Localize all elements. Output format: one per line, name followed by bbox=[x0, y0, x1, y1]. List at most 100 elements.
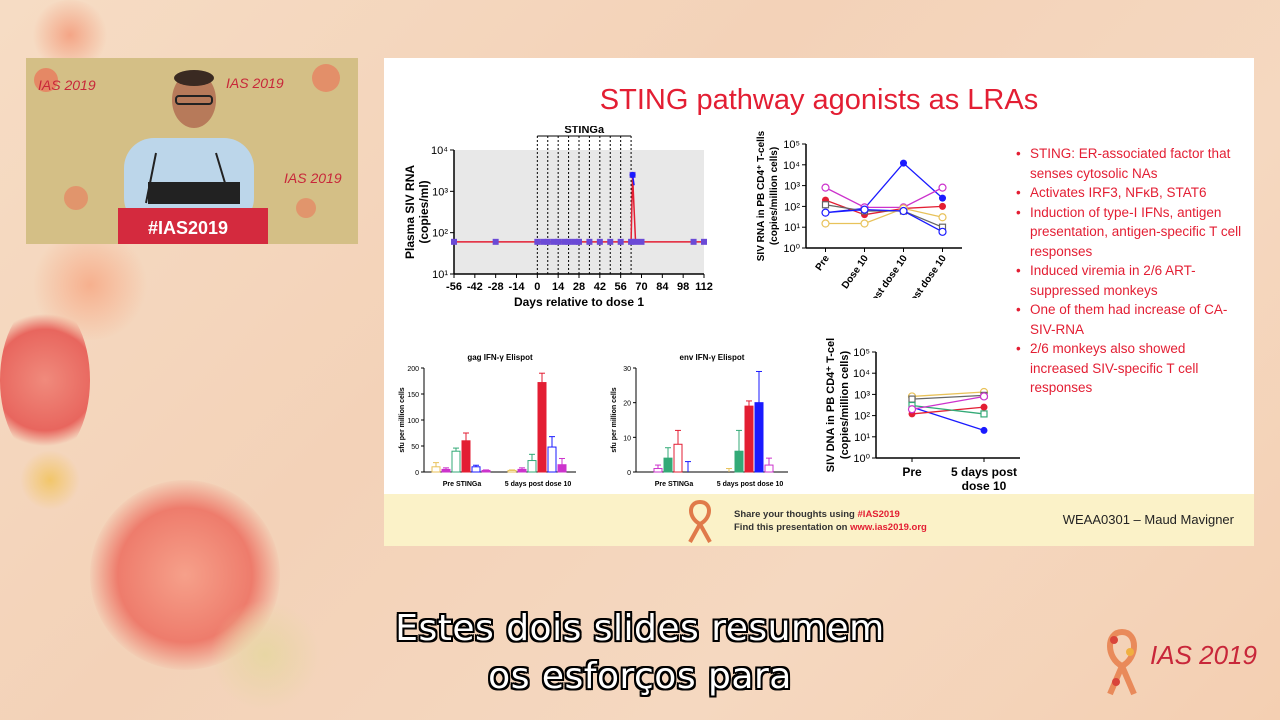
flower-decoration bbox=[30, 230, 150, 340]
y-tick-label: 10³ bbox=[784, 181, 800, 193]
data-point bbox=[596, 238, 603, 245]
slide-footer: Share your thoughts using #IAS2019 Find … bbox=[384, 494, 1254, 546]
hashtag-link[interactable]: #IAS2019 bbox=[857, 509, 900, 520]
y-tick-label: 10⁴ bbox=[431, 145, 448, 157]
data-point bbox=[534, 238, 541, 245]
x-tick-label: 70 bbox=[635, 281, 647, 293]
x-tick-label: dose 10 bbox=[962, 479, 1007, 492]
data-point bbox=[607, 238, 614, 245]
series-line bbox=[911, 395, 985, 410]
chart-title: gag IFN-γ Elispot bbox=[467, 353, 533, 362]
bullet-item: Activates IRF3, NFκB, STAT6 bbox=[1014, 183, 1244, 203]
share-text: Share your thoughts using #IAS2019 Find … bbox=[734, 509, 927, 533]
y-axis-label: sfu per million cells bbox=[611, 387, 618, 452]
leaf-decoration bbox=[210, 600, 320, 710]
ias-ribbon-icon bbox=[688, 499, 712, 543]
y-axis-unit: (copies/ml) bbox=[417, 180, 431, 243]
speaker-video[interactable]: IAS 2019 IAS 2019 IAS 2019 #IAS2019 bbox=[26, 58, 358, 244]
x-tick-label: Pre bbox=[814, 253, 833, 273]
backdrop-logo: IAS 2019 bbox=[226, 75, 284, 91]
x-tick-label: 5 days post dose 10 bbox=[717, 481, 784, 488]
plasma-siv-rna-chart: 10¹ 10² 10³ 10⁴ -56 -42 -28 -14 0 14 28 42 56 70 84 98 1… bbox=[403, 126, 713, 309]
data-point bbox=[939, 194, 946, 202]
y-tick-label: 0 bbox=[627, 470, 631, 477]
x-tick-label: 5 days post dose 10 bbox=[505, 481, 572, 488]
corner-logo-text: IAS 2019 bbox=[1150, 640, 1257, 670]
x-tick-label: 84 bbox=[656, 281, 669, 293]
bullet-item: Induced viremia in 2/6 ART-suppressed mo… bbox=[1014, 261, 1244, 300]
y-tick-label: 100 bbox=[407, 418, 419, 425]
data-point bbox=[821, 219, 830, 228]
y-tick-label: 10³ bbox=[432, 186, 448, 198]
bullet-list: STING: ER-associated factor that senses … bbox=[1014, 144, 1244, 398]
flower-decoration bbox=[20, 450, 80, 510]
y-tick-label: 200 bbox=[407, 366, 419, 373]
backdrop-logo: IAS 2019 bbox=[38, 77, 96, 93]
bar bbox=[764, 464, 774, 473]
subtitle-line-1: Estes dois slides resumem bbox=[395, 608, 885, 649]
bar bbox=[547, 446, 557, 473]
y-axis-label: SIV RNA in PB CD4⁺ T-cells bbox=[756, 130, 767, 261]
data-point bbox=[544, 238, 551, 245]
env-elispot-chart: env IFN-γ Elispot 0 10 20 30 sfu per million … bbox=[611, 353, 788, 488]
gag-elispot-chart: gag IFN-γ Elispot 0 50 100 150 200 sfu per mil… bbox=[399, 353, 576, 488]
bar bbox=[557, 464, 567, 473]
x-axis-label: Days relative to dose 1 bbox=[514, 295, 644, 309]
x-tick-label: Pre STINGa bbox=[443, 481, 482, 488]
data-point bbox=[938, 227, 947, 236]
series-line bbox=[825, 208, 943, 233]
data-point bbox=[576, 238, 582, 245]
data-point bbox=[821, 208, 830, 217]
bar bbox=[527, 460, 537, 473]
backdrop-logo: IAS 2019 bbox=[284, 170, 342, 186]
data-point bbox=[907, 405, 917, 414]
series-line bbox=[911, 406, 985, 432]
bar bbox=[663, 457, 673, 473]
data-point bbox=[980, 426, 988, 434]
x-tick-label: Dose 10 bbox=[840, 253, 871, 291]
bullet-item: STING: ER-associated factor that senses … bbox=[1014, 144, 1244, 183]
x-tick-label: -42 bbox=[467, 281, 483, 293]
bar bbox=[744, 405, 754, 473]
bar bbox=[481, 469, 491, 473]
bullet-item: One of them had increase of CA-SIV-RNA bbox=[1014, 300, 1244, 339]
bar bbox=[673, 443, 683, 473]
bar bbox=[461, 440, 471, 473]
x-tick-label: 5 days post bbox=[951, 465, 1017, 479]
x-tick-label: 14 bbox=[552, 281, 565, 293]
bar bbox=[517, 468, 527, 473]
ias-2019-logo: IAS 2019 bbox=[1100, 620, 1260, 700]
x-tick-label: Pre bbox=[902, 465, 922, 479]
bullet-item: 2/6 monkeys also showed increased SIV-sp… bbox=[1014, 339, 1244, 398]
data-point bbox=[690, 238, 697, 245]
data-point bbox=[821, 201, 830, 209]
bar bbox=[537, 382, 547, 473]
data-point bbox=[908, 395, 916, 403]
presentation-code-author: WEAA0301 – Maud Mavigner bbox=[1062, 512, 1234, 527]
y-tick-label: 10⁴ bbox=[853, 368, 870, 380]
x-tick-label: 0 bbox=[534, 281, 540, 293]
y-tick-label: 10¹ bbox=[854, 432, 870, 444]
data-point bbox=[701, 238, 707, 245]
x-tick-label: -28 bbox=[488, 281, 504, 293]
presentation-slide: STING pathway agonists as LRAs 10¹ 10² 10³… bbox=[384, 58, 1254, 546]
bar bbox=[734, 450, 744, 473]
series-line bbox=[911, 394, 985, 400]
y-tick-label: 0 bbox=[415, 470, 419, 477]
website-link[interactable]: www.ias2019.org bbox=[850, 522, 927, 533]
data-point bbox=[555, 238, 562, 245]
y-axis-label: Plasma SIV RNA bbox=[403, 165, 417, 259]
data-point bbox=[938, 213, 947, 222]
y-tick-label: 10¹ bbox=[784, 222, 800, 234]
series-line bbox=[911, 391, 985, 398]
y-tick-label: 10⁴ bbox=[783, 160, 800, 172]
siv-rna-cd4-chart: SIV RNA in PB CD4⁺ T-cells (copies/millio… bbox=[756, 130, 962, 298]
y-axis-unit: (copies/million cells) bbox=[839, 351, 851, 460]
y-tick-label: 10⁰ bbox=[853, 453, 870, 465]
subtitle-line-2: os esforços para bbox=[488, 656, 792, 697]
x-tick-label: -56 bbox=[446, 281, 462, 293]
data-point bbox=[629, 171, 636, 178]
data-point bbox=[571, 238, 578, 245]
data-point bbox=[540, 238, 547, 245]
y-tick-label: 20 bbox=[623, 401, 631, 408]
